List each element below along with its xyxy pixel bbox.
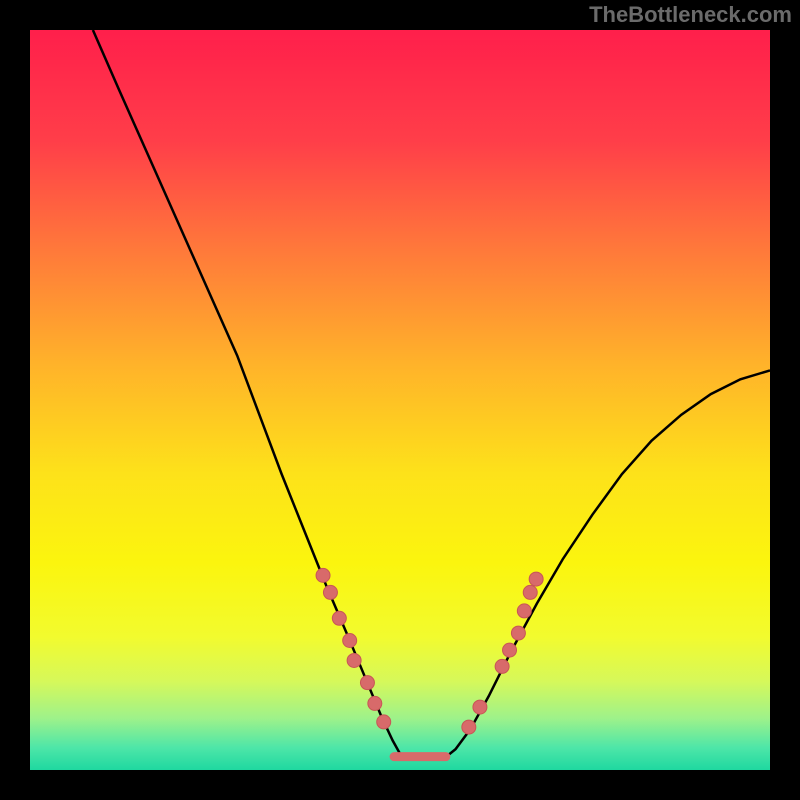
data-marker <box>343 634 357 648</box>
data-marker <box>316 568 330 582</box>
data-marker <box>332 611 346 625</box>
data-marker <box>529 572 543 586</box>
data-marker <box>517 604 531 618</box>
data-marker <box>377 715 391 729</box>
chart-svg <box>0 0 800 800</box>
data-marker <box>503 643 517 657</box>
data-marker <box>323 585 337 599</box>
data-marker <box>523 585 537 599</box>
data-marker <box>368 696 382 710</box>
chart-container: { "watermark": { "text": "TheBottleneck.… <box>0 0 800 800</box>
data-marker <box>473 700 487 714</box>
data-marker <box>495 659 509 673</box>
watermark-text: TheBottleneck.com <box>589 2 792 28</box>
data-marker <box>511 626 525 640</box>
data-marker <box>347 653 361 667</box>
data-marker <box>462 720 476 734</box>
data-marker <box>360 676 374 690</box>
